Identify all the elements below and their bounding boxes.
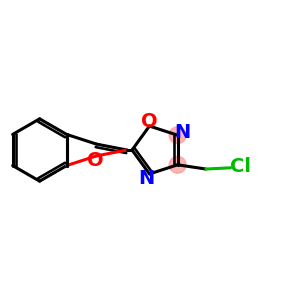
Text: O: O (87, 151, 103, 170)
Text: Cl: Cl (230, 157, 251, 176)
Text: O: O (141, 112, 158, 131)
Text: N: N (174, 123, 190, 142)
Circle shape (169, 156, 186, 173)
Circle shape (169, 127, 186, 144)
Text: N: N (139, 169, 155, 188)
